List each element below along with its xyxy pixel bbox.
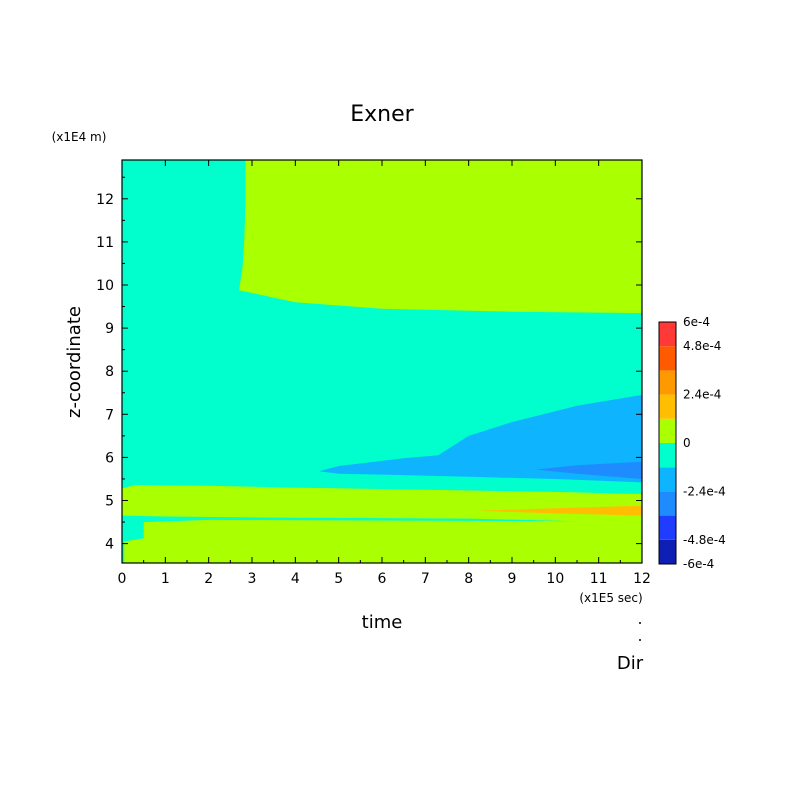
x-tick-label: 10 — [546, 571, 564, 587]
x-tick-label: 8 — [464, 571, 473, 587]
x-tick-label: 11 — [590, 571, 608, 587]
contour-region-positive-streak — [477, 505, 642, 516]
x-axis-label: time — [362, 612, 403, 633]
colorbar-tick-label: 4.8e-4 — [683, 339, 721, 353]
x-tick-label: 5 — [334, 571, 343, 587]
y-tick-label: 7 — [105, 407, 114, 423]
colorbar-swatch — [659, 370, 676, 395]
colorbar-frame — [658, 321, 677, 565]
colorbar-tick-label: 2.4e-4 — [683, 388, 721, 402]
contour-region-negative-lobe — [319, 394, 642, 483]
x-tick-label: 7 — [421, 571, 430, 587]
y-axis: 4 5 6 7 8 9 10 11 12 — [96, 176, 642, 553]
x-tick-label: 6 — [378, 571, 387, 587]
contour-region-negative-core — [535, 461, 642, 479]
direction-dot-upper — [639, 622, 641, 624]
x-tick-label: 1 — [161, 571, 170, 587]
colorbar-swatch — [659, 491, 676, 516]
colorbar-swatch — [659, 394, 676, 419]
y-tick-label: 5 — [105, 494, 114, 510]
colorbar-swatch — [659, 467, 676, 492]
colorbar-swatch — [659, 322, 676, 347]
dir-label: Dir — [617, 653, 644, 674]
colorbar-swatch — [659, 443, 676, 468]
y-axis-label: z-coordinate — [64, 306, 85, 418]
colorbar-swatch — [659, 418, 676, 443]
x-tick-label: 0 — [118, 571, 127, 587]
colorbar: 6e-4 4.8e-4 2.4e-4 0 -2.4e-4 -4.8e-4 -6e-4 — [658, 315, 726, 571]
colorbar-swatch — [659, 539, 676, 564]
y-tick-label: 8 — [105, 364, 114, 380]
y-tick-label: 4 — [105, 537, 114, 553]
contour-region-upper-positive — [239, 160, 642, 313]
colorbar-swatch — [659, 346, 676, 371]
x-tick-label: 4 — [291, 571, 300, 587]
y-tick-label: 12 — [96, 192, 114, 208]
y-tick-label: 9 — [105, 321, 114, 337]
colorbar-tick-label: -4.8e-4 — [683, 533, 726, 547]
colorbar-swatch — [659, 515, 676, 540]
contour-region-lower-positive-band — [122, 485, 642, 563]
colorbar-tick-label: -6e-4 — [683, 557, 714, 571]
x-tick-label: 3 — [248, 571, 257, 587]
y-tick-label: 10 — [96, 278, 114, 294]
x-tick-label: 2 — [204, 571, 213, 587]
colorbar-tick-label: -2.4e-4 — [683, 484, 726, 498]
x-tick-label: 12 — [633, 571, 651, 587]
direction-dot-lower — [639, 639, 641, 641]
y-tick-label: 6 — [105, 450, 114, 466]
x-axis: 0 1 2 3 4 5 6 7 8 9 10 11 12 — [118, 160, 651, 587]
chart-title: Exner — [350, 102, 414, 127]
x-tick-label: 9 — [508, 571, 517, 587]
x-unit-label: (x1E5 sec) — [579, 591, 642, 605]
y-tick-label: 11 — [96, 235, 114, 251]
colorbar-tick-label: 6e-4 — [683, 315, 710, 329]
y-unit-label: (x1E4 m) — [52, 130, 107, 144]
colorbar-tick-label: 0 — [683, 436, 691, 450]
